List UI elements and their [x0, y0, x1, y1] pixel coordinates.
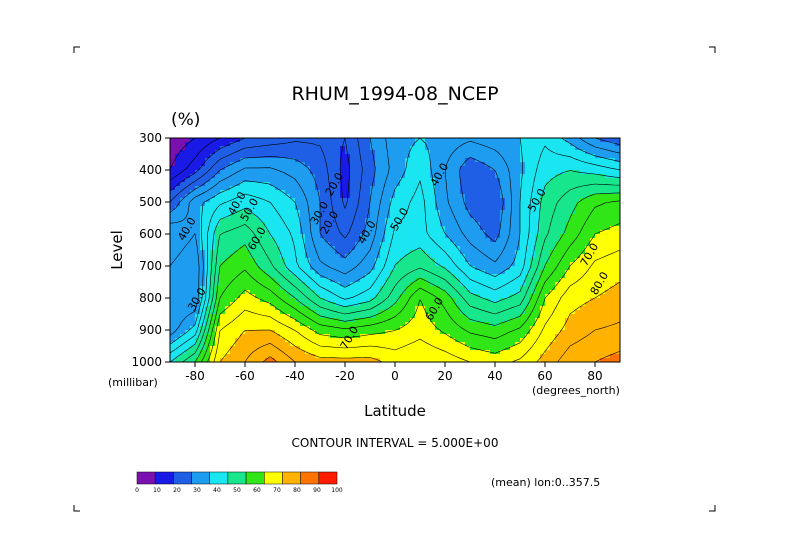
colorbar-label: 90	[313, 487, 321, 494]
colorbar-swatch	[282, 471, 301, 485]
colorbar-swatch	[318, 471, 338, 485]
y-tick-label: 300	[139, 131, 162, 145]
x-axis: -80 -60 -40 -20 0 20 40 60 80	[185, 362, 603, 383]
colorbar-swatch	[191, 471, 210, 485]
x-tick-label: 40	[487, 369, 502, 383]
y-tick-label: 400	[139, 163, 162, 177]
x-unit-label: (degrees_north)	[532, 384, 620, 397]
colorbar-label: 30	[193, 487, 201, 494]
corner-marks	[73, 46, 716, 512]
colorbar-label: 60	[253, 487, 261, 494]
colorbar-swatch	[300, 471, 320, 485]
y-tick-label: 1000	[131, 355, 162, 369]
y-axis-label: Level	[108, 230, 126, 270]
colorbar-swatch	[136, 471, 156, 485]
y-axis: 300 400 500 600 700 800 900 1000	[131, 131, 170, 369]
contour-lines	[169, 137, 621, 363]
x-axis-label: Latitude	[364, 402, 426, 420]
colorbar-label: 20	[173, 487, 181, 494]
colorbar-label: 10	[153, 487, 161, 494]
y-tick-label: 800	[139, 291, 162, 305]
colorbar-label: 50	[233, 487, 241, 494]
colorbar-swatch	[264, 471, 283, 485]
colorbar-label: 0	[135, 487, 139, 494]
colorbar-swatch	[227, 471, 247, 485]
unit-label: (%)	[171, 110, 200, 130]
y-tick-label: 600	[139, 227, 162, 241]
chart-title: RHUM_1994-08_NCEP	[291, 83, 498, 105]
y-tick-label: 500	[139, 195, 162, 209]
y-tick-label: 700	[139, 259, 162, 273]
colorbar-swatch	[154, 471, 174, 485]
x-tick-label: -40	[285, 369, 305, 383]
x-tick-label: 60	[537, 369, 552, 383]
colorbar: 0 10 20 30 40 50 60 70 80 90 100	[135, 471, 343, 494]
contour-interval-text: CONTOUR INTERVAL = 5.000E+00	[292, 436, 499, 450]
colorbar-label: 100	[331, 487, 343, 494]
colorbar-swatch	[209, 471, 229, 485]
y-tick-label: 900	[139, 323, 162, 337]
colorbar-label: 70	[273, 487, 281, 494]
colorbar-label: 80	[293, 487, 301, 494]
x-tick-label: -60	[235, 369, 255, 383]
x-tick-label: -80	[185, 369, 205, 383]
y-unit-label: (millibar)	[108, 376, 158, 389]
colorbar-swatch	[245, 471, 265, 485]
x-tick-label: 80	[587, 369, 602, 383]
mean-lon-text: (mean) lon:0..357.5	[491, 476, 600, 489]
colorbar-label: 40	[213, 487, 221, 494]
x-tick-label: -20	[335, 369, 355, 383]
x-tick-label: 20	[437, 369, 452, 383]
colorbar-swatch	[173, 471, 192, 485]
x-tick-label: 0	[391, 369, 399, 383]
